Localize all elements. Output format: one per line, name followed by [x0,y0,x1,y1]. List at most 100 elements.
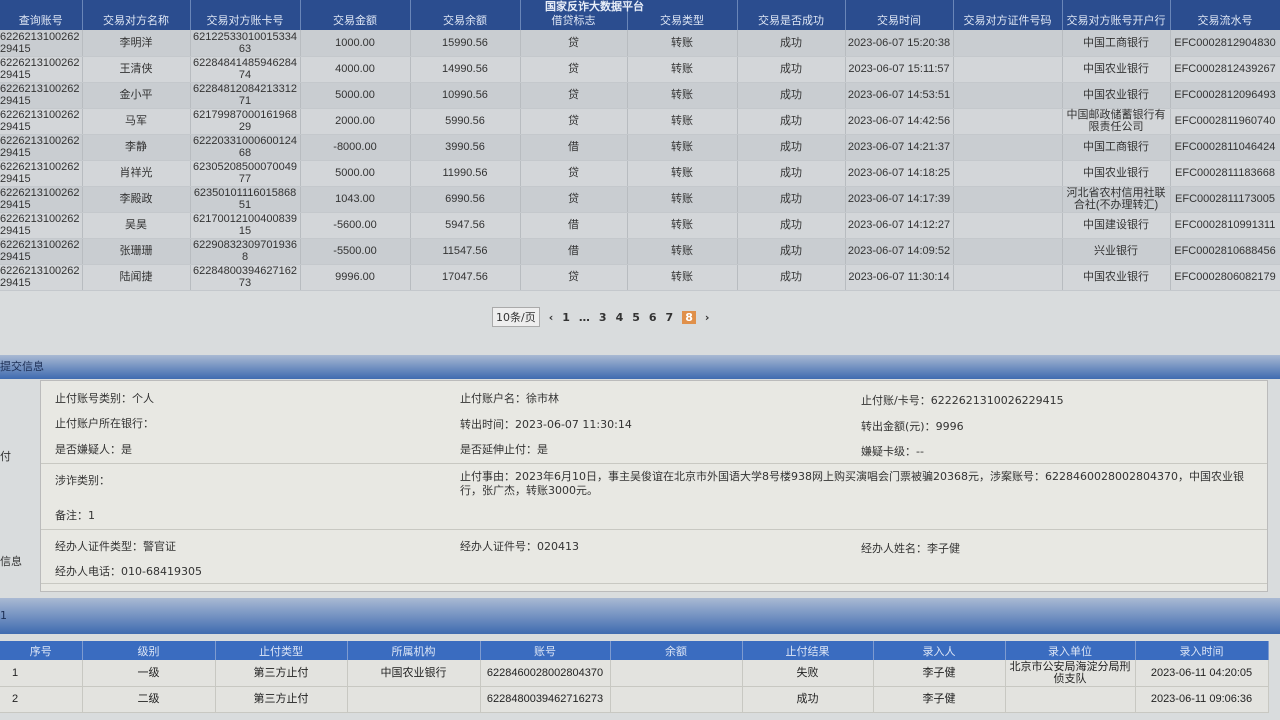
table-cell: 9996.00 [300,264,411,291]
table-cell: 马军 [82,108,191,135]
next-page-button[interactable]: › [704,310,710,324]
transaction-row[interactable]: 6226213100262 29415 王清侠 622848414859462847… [0,56,1280,83]
page-7-button[interactable]: 7 [665,310,674,324]
table-cell: 2023-06-07 14:17:39 [845,186,954,213]
table-cell: 6235010111601586851 [190,186,301,213]
fraud-type: 涉诈类别： [55,474,110,487]
page-6-button[interactable]: 6 [648,310,657,324]
transaction-row[interactable]: 6226213100262 29415 李明洋 621225330100153346… [0,30,1280,57]
out-amount: 转出金额(元)：9996 [861,420,964,433]
column-header[interactable]: 交易类型 [627,0,738,30]
table-cell: 6226213100262 29415 [0,212,83,239]
transaction-row[interactable]: 6226213100262 29415 金小平 622848120842133127… [0,82,1280,109]
table-cell: 一级 [82,660,216,687]
column-header[interactable]: 交易余额 [410,0,521,30]
page-3-button[interactable]: 3 [598,310,607,324]
table-cell: 6222033100060012468 [190,134,301,161]
column-header[interactable]: 交易对方名称 [82,0,191,30]
column-header[interactable]: 交易时间 [845,0,954,30]
column-header[interactable]: 交易是否成功 [737,0,846,30]
table-cell: 3990.56 [410,134,521,161]
column-header[interactable]: 序号 [0,641,83,660]
table-cell: 贷 [520,82,628,109]
table-cell: -8000.00 [300,134,411,161]
table-cell: 6228460028002804370 [480,660,611,687]
prev-page-button[interactable]: ‹ [548,310,554,324]
column-header[interactable]: 交易金额 [300,0,411,30]
table-cell: 6228484148594628474 [190,56,301,83]
table-cell: 成功 [737,186,846,213]
bank: 止付账户所在银行： [55,417,154,430]
table-cell: 中国工商银行 [1062,134,1171,161]
page-title: 国家反诈大数据平台 [545,0,644,13]
table-cell: 6226213100262 29415 [0,82,83,109]
page-5-button[interactable]: 5 [632,310,640,324]
column-header[interactable]: 交易对方账号开户行 [1062,0,1171,30]
remark: 备注：1 [55,509,95,522]
table-cell: 6228480039462716273 [190,264,301,291]
column-header[interactable]: 录入人 [873,641,1006,660]
page-1-button[interactable]: 1 [562,310,570,324]
table-cell: 李静 [82,134,191,161]
out-time: 转出时间：2023-06-07 11:30:14 [460,418,632,431]
table-cell: 河北省农村信用社联合社(不办理转汇) [1062,186,1171,213]
column-header[interactable]: 录入单位 [1005,641,1136,660]
table-cell: 2023-06-07 14:21:37 [845,134,954,161]
table-cell: 4000.00 [300,56,411,83]
extend-stop: 是否延伸止付：是 [460,443,548,456]
table-cell: 转账 [627,108,738,135]
transaction-row[interactable]: 6226213100262 29415 肖祥光 623052085000700497… [0,160,1280,187]
column-header[interactable]: 止付结果 [742,641,874,660]
stop-reason: 止付事由：2023年6月10日，事主吴俊谊在北京市外国语大学8号楼938网上购买… [460,470,1244,497]
is-suspect: 是否嫌疑人：是 [55,443,132,456]
column-header[interactable]: 交易对方账卡号 [190,0,301,30]
page-size-select[interactable]: 10条/页 [492,307,540,327]
column-header[interactable]: 级别 [82,641,216,660]
transaction-row[interactable]: 6226213100262 29415 张珊珊 622908323097019368… [0,238,1280,265]
table-cell [953,160,1063,187]
column-header[interactable]: 借贷标志 [520,0,628,30]
column-header[interactable]: 录入时间 [1135,641,1269,660]
column-header[interactable]: 止付类型 [215,641,348,660]
table-cell: 中国建设银行 [1062,212,1171,239]
page-ellipsis-button[interactable]: … [578,310,590,324]
table-cell: 成功 [737,264,846,291]
column-header[interactable]: 账号 [480,641,611,660]
table-cell: 兴业银行 [1062,238,1171,265]
page-8-button[interactable]: 8 [682,310,696,324]
table-cell: 6217998700016196829 [190,108,301,135]
table-cell: 北京市公安局海淀分局刑侦支队 [1005,660,1136,687]
side-label: 信息 [0,555,22,568]
stop-result-table: 序号 级别 止付类型 所属机构 账号 余额 止付结果 录入人 录入单位 录入时间 1 一级 第三方止付中… [0,641,1269,713]
column-header[interactable]: 余额 [610,641,743,660]
column-header[interactable]: 交易流水号 [1170,0,1280,30]
page-4-button[interactable]: 4 [615,310,624,324]
transaction-row[interactable]: 6226213100262 29415 马军 6217998700016196829… [0,108,1280,135]
table-cell: 2023-06-07 14:42:56 [845,108,954,135]
section-title: 提交信息 [0,360,44,373]
transaction-row[interactable]: 6226213100262 29415 吴昊 6217001210040083915… [0,212,1280,239]
table-cell: 2023-06-07 14:09:52 [845,238,954,265]
transaction-row[interactable]: 6226213100262 29415 李殿政 623501011160158685… [0,186,1280,213]
officer-id-type: 经办人证件类型：警官证 [55,540,176,553]
table-cell: 转账 [627,82,738,109]
result-row[interactable]: 1 一级 第三方止付 中国农业银行 6228460028002804370 失败 李子健 北京… [0,660,1269,687]
table-cell: 成功 [737,30,846,57]
table-cell: 贷 [520,160,628,187]
result-row[interactable]: 2 二级 第三方止付 6228480039462716273 成功 李子健 2023-06-… [0,686,1269,713]
transaction-row[interactable]: 6226213100262 29415 李静 6222033100060012468… [0,134,1280,161]
table-cell: 14990.56 [410,56,521,83]
column-header[interactable]: 所属机构 [347,641,481,660]
table-cell: 肖祥光 [82,160,191,187]
table-cell: 6212253301001533463 [190,30,301,57]
table-cell: 贷 [520,108,628,135]
table-cell: 第三方止付 [215,686,348,713]
transaction-row[interactable]: 6226213100262 29415 陆闻捷 622848003946271627… [0,264,1280,291]
table-cell: 贷 [520,264,628,291]
table-cell: EFC0002811183668 [1170,160,1280,187]
column-header[interactable]: 交易对方证件号码 [953,0,1063,30]
table-cell: 2023-06-07 14:12:27 [845,212,954,239]
table-cell: 2023-06-07 14:18:25 [845,160,954,187]
column-header[interactable]: 查询账号 [0,0,83,30]
table-cell: 成功 [737,160,846,187]
